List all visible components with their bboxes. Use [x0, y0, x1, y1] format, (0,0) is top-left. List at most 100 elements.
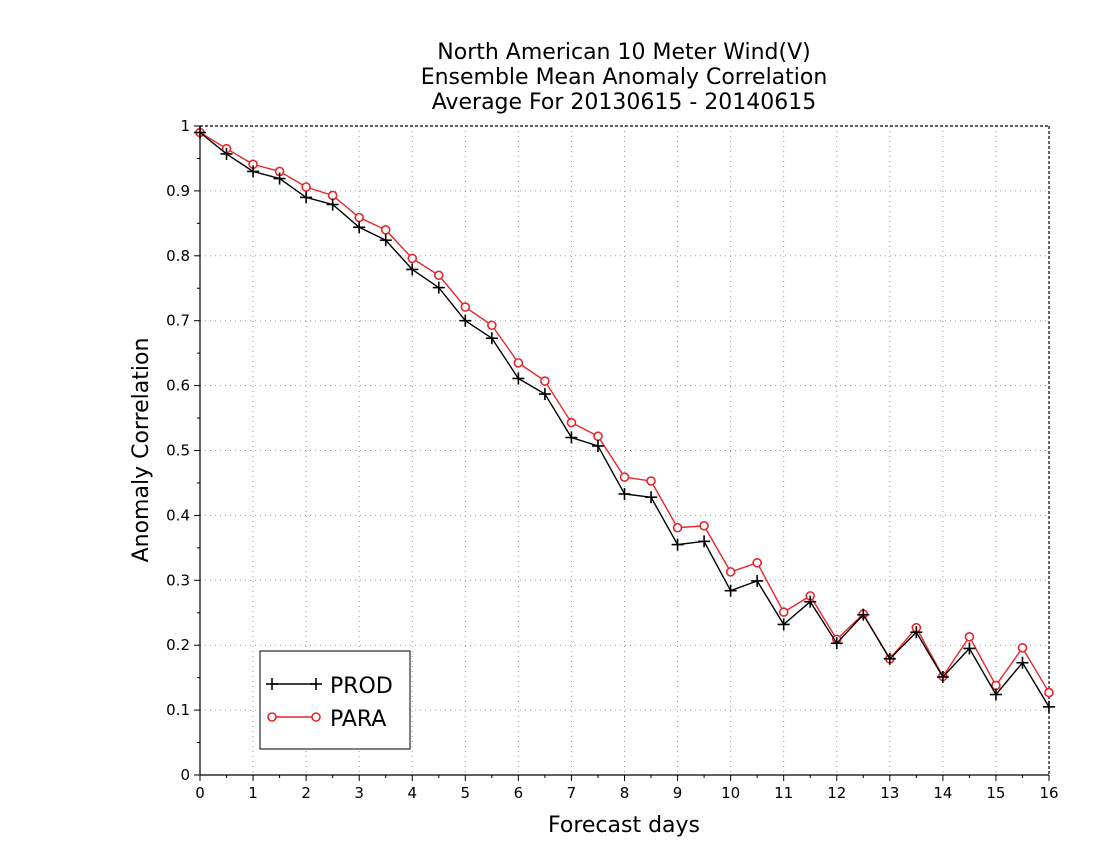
- data-point-prod: [300, 191, 313, 204]
- legend-marker-prod: [310, 678, 322, 690]
- data-point-para: [380, 225, 391, 235]
- data-point-para: [778, 607, 789, 617]
- data-point-para: [646, 476, 656, 486]
- data-point-para: [487, 320, 497, 331]
- data-point-para: [433, 270, 444, 281]
- data-point-prod: [220, 147, 233, 160]
- data-point-para: [752, 557, 762, 568]
- x-tick-label: 11: [774, 784, 793, 802]
- data-point-prod: [910, 626, 923, 639]
- x-tick-label: 13: [880, 784, 899, 802]
- data-point-prod: [194, 126, 206, 139]
- x-tick-label: 6: [514, 784, 524, 802]
- data-point-prod: [432, 281, 445, 294]
- legend-swatch-para: [267, 712, 321, 722]
- data-point-prod: [671, 538, 684, 551]
- x-tick-label: 7: [567, 784, 577, 802]
- data-point-prod: [459, 314, 472, 327]
- data-point-para: [301, 182, 311, 192]
- x-tick-label: 10: [721, 784, 740, 802]
- y-tick-label: 0.1: [166, 701, 190, 719]
- data-point-para: [513, 358, 524, 368]
- data-point-prod: [1043, 700, 1055, 713]
- x-tick-label: 5: [461, 784, 471, 802]
- data-point-prod: [406, 263, 419, 276]
- legend-label-para: PARA: [330, 707, 386, 732]
- data-point-prod: [353, 221, 366, 234]
- y-tick-label: 0.7: [166, 312, 190, 330]
- x-tick-label: 14: [933, 784, 952, 802]
- data-point-para: [991, 680, 1001, 691]
- chart-title: North American 10 Meter Wind(V) Ensemble…: [421, 40, 828, 115]
- x-tick-label: 1: [248, 784, 258, 802]
- x-tick-label: 16: [1039, 784, 1058, 802]
- data-point-prod: [963, 642, 976, 655]
- y-tick-label: 0.2: [166, 636, 190, 654]
- data-point-prod: [724, 584, 737, 597]
- legend-marker-para: [267, 712, 277, 722]
- y-axis-label: Anomaly Correlation: [129, 338, 154, 563]
- legend-box: [259, 650, 411, 750]
- data-point-prod: [485, 332, 498, 345]
- legend-marker-para: [311, 712, 321, 722]
- data-point-para: [460, 302, 471, 312]
- y-tick-label: 0: [180, 766, 190, 784]
- data-point-prod: [379, 234, 392, 247]
- data-point-para: [593, 431, 603, 442]
- data-point-prod: [618, 487, 631, 500]
- data-point-para: [407, 253, 418, 264]
- y-tick-label: 0.8: [166, 247, 190, 265]
- data-point-para: [540, 376, 550, 386]
- data-point-para: [1044, 687, 1054, 698]
- axes: [194, 125, 1050, 781]
- legend-swatch-prod: [266, 678, 322, 690]
- y-tick-label: 0.4: [166, 506, 190, 524]
- data-point-para: [327, 190, 338, 201]
- data-point-prod: [591, 439, 604, 452]
- data-point-para: [1017, 642, 1028, 653]
- legend-label-prod: PROD: [330, 674, 393, 699]
- y-tick-label: 0.3: [166, 571, 190, 589]
- x-axis-label: Forecast days: [548, 813, 700, 838]
- y-tick-label: 1: [180, 117, 190, 135]
- x-tick-label: 12: [827, 784, 846, 802]
- data-point-para: [964, 631, 975, 642]
- x-tick-label: 9: [673, 784, 683, 802]
- x-tick-label: 8: [620, 784, 630, 802]
- legend: PROD PARA: [259, 650, 411, 750]
- data-point-para: [566, 417, 577, 428]
- data-point-prod: [751, 574, 764, 587]
- y-tick-label: 0.9: [166, 182, 190, 200]
- y-tick-label: 0.6: [166, 377, 190, 395]
- data-point-prod: [698, 535, 711, 548]
- data-point-prod: [777, 618, 790, 631]
- data-point-prod: [326, 198, 339, 211]
- data-point-prod: [1016, 656, 1029, 669]
- title-line-3: Average For 20130615 - 20140615: [432, 90, 817, 115]
- data-point-para: [725, 567, 736, 577]
- data-point-para: [619, 472, 630, 482]
- data-point-prod: [857, 608, 870, 621]
- x-tick-label: 3: [354, 784, 364, 802]
- data-point-prod: [936, 671, 949, 684]
- x-tick-label: 15: [986, 784, 1005, 802]
- x-tick-label: 4: [407, 784, 417, 802]
- x-tick-label: 0: [195, 784, 205, 802]
- data-point-prod: [989, 688, 1002, 701]
- data-point-prod: [273, 172, 286, 185]
- y-tick-label: 0.5: [166, 442, 190, 460]
- data-point-prod: [645, 491, 658, 504]
- title-line-1: North American 10 Meter Wind(V): [437, 40, 810, 65]
- x-tick-label: 2: [301, 784, 311, 802]
- data-point-para: [699, 520, 709, 531]
- data-series: [194, 126, 1055, 713]
- data-point-prod: [247, 165, 260, 178]
- data-point-prod: [830, 637, 843, 650]
- data-point-para: [354, 212, 364, 223]
- data-point-para: [672, 522, 683, 533]
- tick-labels: 0 1 2 3 4 5 6 7 8 9 10 11 12 13 14 15 1600.10.20.30.40.5…: [166, 117, 1058, 802]
- data-point-prod: [538, 388, 551, 401]
- data-point-prod: [883, 652, 896, 665]
- title-line-2: Ensemble Mean Anomaly Correlation: [421, 65, 828, 90]
